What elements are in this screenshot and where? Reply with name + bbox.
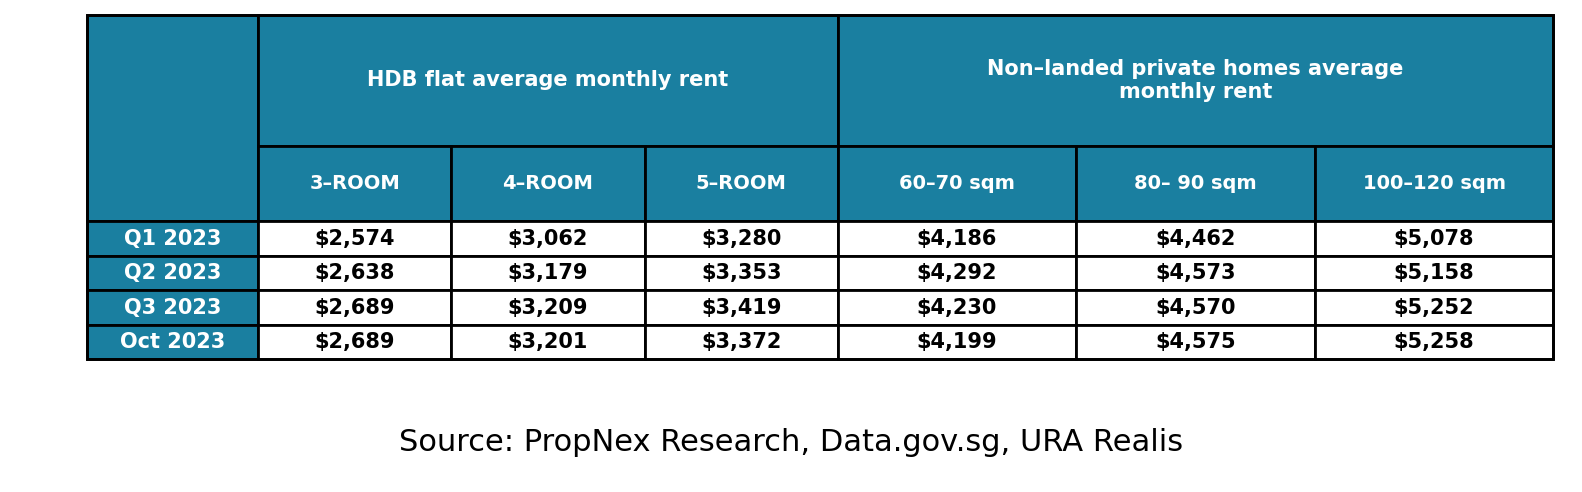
Text: $5,252: $5,252 — [1394, 298, 1474, 317]
Bar — [838, 325, 1076, 359]
Bar — [838, 146, 1076, 221]
Bar — [258, 15, 838, 146]
Bar — [87, 15, 1554, 359]
Text: $3,280: $3,280 — [701, 229, 782, 248]
Text: 3–ROOM: 3–ROOM — [310, 174, 400, 193]
Text: $2,574: $2,574 — [315, 229, 396, 248]
Text: $4,186: $4,186 — [918, 229, 997, 248]
Text: $3,353: $3,353 — [701, 263, 782, 283]
Bar — [1315, 146, 1554, 221]
Text: $2,638: $2,638 — [315, 263, 396, 283]
Bar — [1315, 290, 1554, 325]
Text: 5–ROOM: 5–ROOM — [696, 174, 786, 193]
Bar — [838, 290, 1076, 325]
Text: HDB flat average monthly rent: HDB flat average monthly rent — [367, 70, 729, 90]
Text: 80– 90 sqm: 80– 90 sqm — [1134, 174, 1256, 193]
Bar — [1315, 256, 1554, 290]
Text: $3,201: $3,201 — [508, 332, 589, 352]
Bar — [258, 146, 451, 221]
Text: $2,689: $2,689 — [315, 298, 396, 317]
Bar — [258, 256, 451, 290]
Text: Non–landed private homes average
monthly rent: Non–landed private homes average monthly… — [987, 59, 1403, 102]
Text: Q2 2023: Q2 2023 — [123, 263, 221, 283]
Bar — [644, 256, 838, 290]
Text: $3,062: $3,062 — [508, 229, 589, 248]
Bar — [451, 290, 644, 325]
Bar — [87, 15, 258, 221]
Text: 100–120 sqm: 100–120 sqm — [1362, 174, 1506, 193]
Bar — [451, 221, 644, 256]
Text: Oct 2023: Oct 2023 — [120, 332, 225, 352]
Text: $5,078: $5,078 — [1394, 229, 1474, 248]
Text: 60–70 sqm: 60–70 sqm — [899, 174, 1016, 193]
Text: Source: PropNex Research, Data.gov.sg, URA Realis: Source: PropNex Research, Data.gov.sg, U… — [399, 429, 1183, 457]
Bar — [258, 221, 451, 256]
Text: $4,575: $4,575 — [1155, 332, 1236, 352]
Text: $4,292: $4,292 — [916, 263, 997, 283]
Bar — [1315, 221, 1554, 256]
Bar — [87, 325, 258, 359]
Text: $5,258: $5,258 — [1394, 332, 1474, 352]
Text: $2,689: $2,689 — [315, 332, 396, 352]
Text: Q3 2023: Q3 2023 — [123, 298, 221, 317]
Bar — [644, 325, 838, 359]
Bar — [644, 290, 838, 325]
Text: $3,419: $3,419 — [701, 298, 782, 317]
Bar — [451, 256, 644, 290]
Text: $4,570: $4,570 — [1155, 298, 1236, 317]
Bar — [1315, 325, 1554, 359]
Text: $3,372: $3,372 — [701, 332, 782, 352]
Text: $3,209: $3,209 — [508, 298, 589, 317]
Bar — [838, 221, 1076, 256]
Bar — [451, 325, 644, 359]
Bar — [451, 146, 644, 221]
Bar — [644, 146, 838, 221]
Text: $4,573: $4,573 — [1155, 263, 1236, 283]
Bar — [87, 256, 258, 290]
Text: $4,462: $4,462 — [1155, 229, 1236, 248]
Text: $4,230: $4,230 — [918, 298, 997, 317]
Bar — [1076, 146, 1315, 221]
Bar — [838, 256, 1076, 290]
Text: 4–ROOM: 4–ROOM — [503, 174, 593, 193]
Bar — [87, 290, 258, 325]
Text: Q1 2023: Q1 2023 — [123, 229, 221, 248]
Bar — [1076, 290, 1315, 325]
Bar — [87, 221, 258, 256]
Bar — [1076, 325, 1315, 359]
Text: $3,179: $3,179 — [508, 263, 589, 283]
Bar — [838, 15, 1554, 146]
Bar — [258, 325, 451, 359]
Bar — [1076, 221, 1315, 256]
Text: $4,199: $4,199 — [916, 332, 997, 352]
Text: $5,158: $5,158 — [1394, 263, 1474, 283]
Bar — [644, 221, 838, 256]
Bar — [258, 290, 451, 325]
Bar — [1076, 256, 1315, 290]
